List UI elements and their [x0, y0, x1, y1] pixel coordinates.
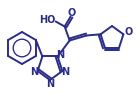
Text: O: O: [67, 8, 76, 18]
Text: O: O: [124, 27, 133, 37]
Text: N: N: [57, 50, 65, 60]
Text: N: N: [61, 67, 69, 77]
Text: N: N: [46, 79, 54, 89]
Text: HO: HO: [39, 15, 56, 25]
Text: N: N: [31, 67, 39, 77]
